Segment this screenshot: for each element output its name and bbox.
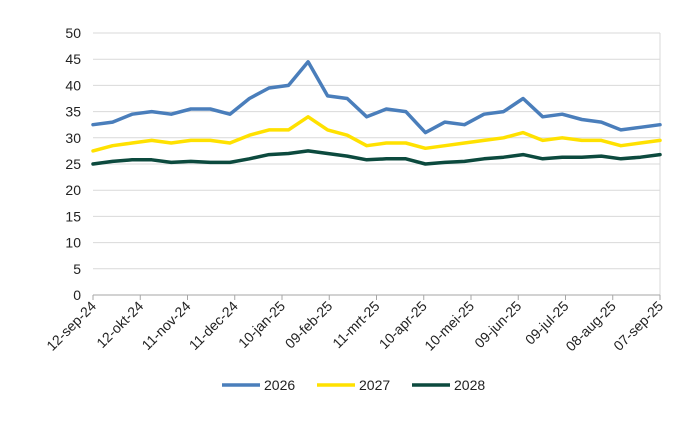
gridlines — [93, 32, 661, 296]
legend-label-2026: 2026 — [264, 377, 295, 393]
y-tick-label: 50 — [65, 25, 81, 41]
y-tick-label: 45 — [65, 51, 81, 67]
series-layer — [91, 60, 662, 166]
y-axis: 0 5 10 15 20 25 30 35 40 45 50 — [65, 25, 81, 303]
series-line-2026 — [91, 60, 662, 135]
y-tick-label: 20 — [65, 182, 81, 198]
y-tick-label: 25 — [65, 156, 81, 172]
series-line-2028 — [91, 149, 662, 166]
legend-label-2028: 2028 — [454, 377, 485, 393]
y-tick-label: 0 — [73, 287, 81, 303]
y-tick-label: 10 — [65, 235, 81, 251]
y-tick-label: 30 — [65, 130, 81, 146]
series-line-2027 — [91, 115, 662, 153]
y-tick-label: 15 — [65, 208, 81, 224]
y-tick-label: 40 — [65, 77, 81, 93]
y-tick-label: 5 — [73, 261, 81, 277]
legend-label-2027: 2027 — [359, 377, 390, 393]
y-tick-label: 35 — [65, 104, 81, 120]
legend: 2026 2027 2028 — [222, 377, 485, 393]
